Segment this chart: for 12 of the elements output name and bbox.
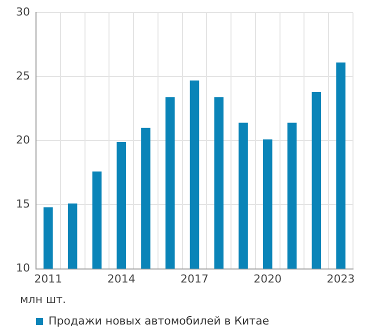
y-tick-label: 25 <box>16 70 30 83</box>
x-tick-label: 2020 <box>254 272 282 286</box>
y-tick-label: 10 <box>16 262 30 275</box>
legend-label: Продажи новых автомобилей в Китае <box>48 314 270 328</box>
y-tick-label: 20 <box>16 134 30 147</box>
x-tick-label: 2011 <box>34 272 62 286</box>
y-tick-label: 15 <box>16 198 30 211</box>
x-tick-label: 2017 <box>180 272 208 286</box>
text: млн шт. <box>20 292 66 306</box>
x-tick-label: 2023 <box>326 272 355 286</box>
x-tick-label: 2014 <box>107 272 136 286</box>
y-tick-label: 30 <box>16 5 30 18</box>
